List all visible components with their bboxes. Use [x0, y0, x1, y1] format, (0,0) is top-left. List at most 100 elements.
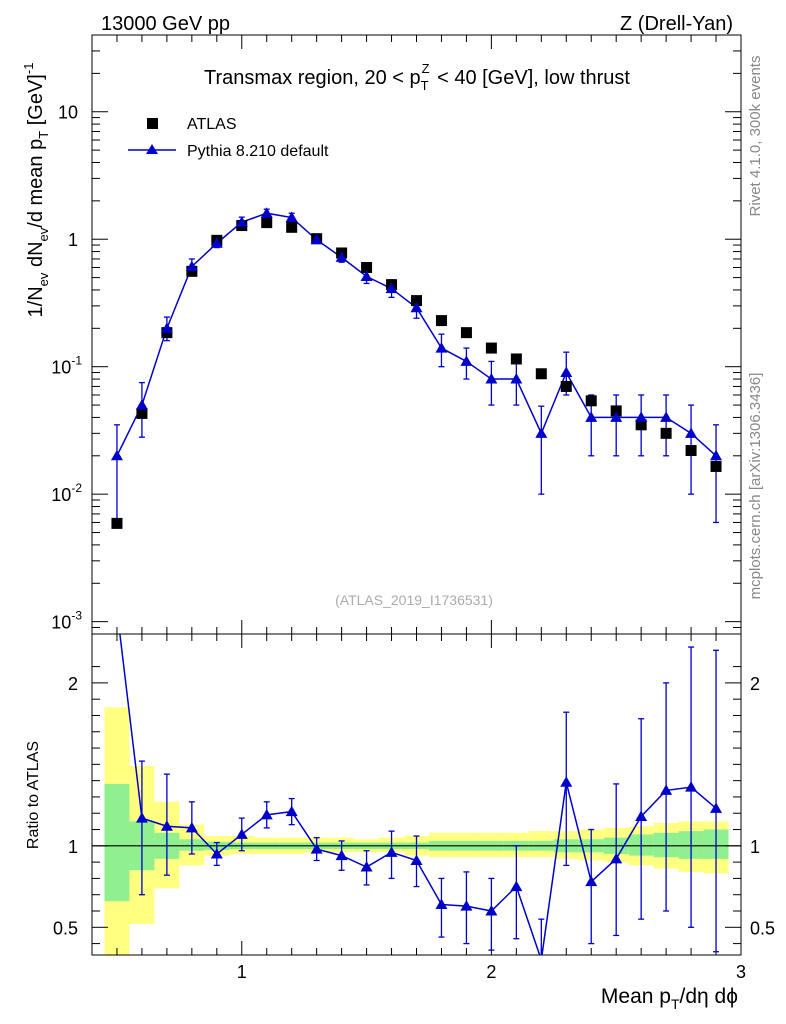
ratio-uncertainty-bands — [104, 707, 729, 955]
x-axis-title: Mean pT/dη dϕ — [601, 985, 738, 1012]
atlas-point — [635, 419, 647, 431]
mc-point — [160, 322, 173, 333]
analysis-watermark: (ATLAS_2019_I1736531) — [335, 592, 493, 608]
ratio-point — [660, 784, 673, 795]
atlas-point — [485, 342, 497, 354]
mc-point — [410, 301, 423, 313]
header-left: 13000 GeV pp — [101, 13, 230, 35]
y-tick-label: 10-1 — [51, 354, 82, 378]
atlas-point — [361, 262, 373, 274]
mc-point — [535, 427, 548, 438]
atlas-point — [186, 265, 198, 277]
mc-point — [135, 399, 148, 410]
ratio-point — [135, 812, 148, 823]
x-tick-label: 2 — [486, 962, 496, 982]
mc-point — [310, 233, 323, 245]
ratio-line — [119, 634, 717, 955]
mc-point — [585, 411, 598, 422]
ratio-point — [485, 905, 498, 916]
legend-mc-marker — [146, 144, 158, 154]
ratio-y-tick-label-right: 2 — [750, 674, 760, 694]
ratio-point — [310, 843, 323, 854]
x-tick-label: 3 — [736, 962, 746, 982]
mc-point — [360, 270, 373, 281]
atlas-point — [710, 460, 722, 472]
ratio-point — [635, 810, 648, 821]
ratio-point — [435, 898, 448, 909]
atlas-point — [460, 327, 472, 339]
ratio-point — [710, 802, 723, 813]
ratio-point — [235, 828, 248, 839]
atlas-point — [435, 315, 447, 327]
atlas-point — [411, 295, 422, 307]
mc-point — [285, 211, 298, 223]
ratio-point — [685, 781, 698, 792]
ratio-point — [185, 821, 198, 833]
mc-point — [110, 449, 123, 461]
mc-point — [610, 411, 623, 422]
legend-atlas-marker — [147, 118, 158, 129]
tick-labels: 1 2 3 10-3 10-2 10-1 1 10 0.5 0.5 1 1 2 2 — [51, 103, 775, 982]
mc-point — [210, 237, 223, 248]
ratio-point — [560, 776, 573, 787]
mc-point — [185, 260, 198, 272]
axis-ticks — [92, 34, 742, 955]
atlas-point — [560, 380, 572, 392]
atlas-point — [535, 368, 547, 380]
atlas-point — [510, 353, 522, 365]
ratio-y-tick-label: 2 — [68, 674, 78, 694]
ratio-point — [360, 861, 373, 872]
atlas-point — [286, 221, 298, 233]
header-right: Z (Drell-Yan) — [620, 13, 733, 35]
mc-point — [635, 411, 648, 422]
x-tick-label: 1 — [237, 962, 247, 982]
atlas-point — [585, 395, 597, 407]
mc-point — [460, 355, 473, 366]
mc-point — [335, 251, 348, 262]
y-tick-label: 1 — [68, 230, 78, 250]
ratio-point — [585, 875, 598, 887]
mc-point — [485, 373, 498, 384]
ratio-series — [119, 634, 723, 955]
atlas-point — [660, 427, 672, 439]
mc-point — [710, 449, 723, 461]
atlas-point — [136, 407, 148, 419]
ratio-point — [385, 846, 398, 857]
ratio-point — [610, 852, 623, 864]
y-tick-label: 10-3 — [51, 609, 82, 633]
ratio-band-stat — [104, 783, 130, 902]
ratio-point — [460, 900, 473, 911]
ratio-point — [210, 847, 223, 859]
ratio-point — [410, 854, 423, 865]
y-axis-title: 1/Nev dNev/d mean pT [GeV]-1 — [21, 63, 51, 318]
mc-point — [260, 207, 273, 218]
legend-atlas-label: ATLAS — [187, 116, 237, 133]
atlas-point — [111, 517, 123, 529]
chart-title: Transmax region, 20 < pTZ < 40 [GeV], lo… — [204, 61, 630, 93]
y-tick-label: 10-2 — [51, 481, 82, 505]
mc-point — [510, 373, 523, 384]
mc-point — [235, 216, 248, 227]
legend: ATLAS Pythia 8.210 default — [128, 116, 329, 160]
y-tick-label: 10 — [58, 103, 78, 123]
rivet-label: Rivet 4.1.0, 300k events — [747, 56, 764, 217]
ratio-y-tick-label-right: 0.5 — [750, 918, 775, 938]
ratio-point — [160, 820, 173, 831]
atlas-point — [610, 405, 622, 417]
mcplots-label: mcplots.cern.ch [arXiv:1306.3436] — [747, 373, 764, 600]
ratio-y-tick-label: 1 — [68, 837, 78, 857]
ratio-point — [335, 849, 348, 861]
ratio-frame — [91, 633, 742, 956]
ratio-y-axis-title: Ratio to ATLAS — [25, 741, 42, 849]
ratio-point — [510, 880, 523, 892]
atlas-point — [261, 217, 273, 229]
atlas-point — [685, 445, 697, 457]
ratio-point — [260, 808, 273, 820]
ratio-y-tick-label-right: 1 — [750, 837, 760, 857]
series-layer — [92, 207, 741, 955]
legend-mc-label: Pythia 8.210 default — [187, 143, 329, 160]
mc-point — [385, 282, 398, 294]
ratio-point — [285, 805, 298, 817]
mc-point — [560, 366, 573, 378]
